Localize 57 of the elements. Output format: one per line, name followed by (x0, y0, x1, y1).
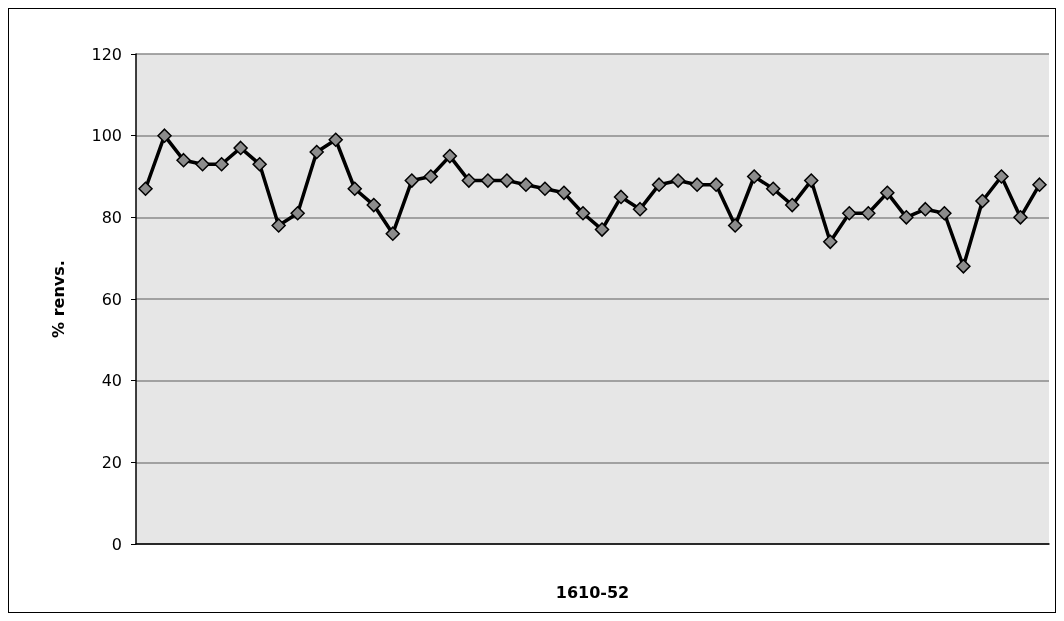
point (1032, 177, 1047, 192)
y-tick-label: 0 (111, 534, 122, 554)
point (899, 210, 914, 225)
point (937, 206, 952, 221)
point (214, 157, 229, 172)
point (613, 189, 629, 205)
point (746, 169, 762, 184)
point (994, 169, 1009, 184)
point (651, 177, 667, 192)
point (727, 218, 743, 233)
point (347, 181, 362, 196)
point (252, 157, 267, 172)
point (442, 148, 458, 164)
point (956, 259, 971, 274)
point (480, 173, 496, 188)
point (975, 193, 990, 209)
point (366, 197, 382, 213)
point (271, 218, 286, 233)
point (157, 128, 172, 143)
point (290, 206, 305, 221)
point (518, 177, 534, 192)
point (708, 177, 724, 192)
point (176, 152, 191, 168)
point (765, 181, 781, 196)
point (575, 206, 591, 221)
point (861, 206, 876, 221)
x-axis-title: 1610-52 (555, 582, 630, 602)
y-tick-label: 80 (101, 207, 122, 227)
point (670, 173, 686, 188)
point (689, 177, 705, 192)
point (138, 181, 153, 196)
point (385, 226, 401, 241)
point (823, 234, 838, 250)
point (880, 185, 895, 201)
point (423, 169, 439, 184)
point (784, 197, 800, 213)
point (233, 140, 248, 156)
point (594, 222, 610, 237)
point (461, 173, 477, 188)
point (842, 206, 857, 221)
point (537, 181, 553, 196)
point (195, 157, 210, 172)
point (556, 185, 572, 201)
point (309, 144, 324, 160)
point (803, 173, 819, 188)
y-tick-label: 100 (91, 126, 122, 146)
point (918, 201, 933, 217)
y-tick-label: 60 (101, 289, 122, 309)
y-tick-label: 20 (101, 452, 122, 472)
point (1013, 210, 1028, 225)
point (404, 173, 420, 188)
y-tick-label: 120 (91, 44, 122, 64)
point (499, 173, 515, 188)
y-axis-title: % renvs. (48, 260, 68, 338)
point (632, 201, 648, 217)
point (328, 132, 343, 147)
y-tick-label: 40 (101, 371, 122, 391)
